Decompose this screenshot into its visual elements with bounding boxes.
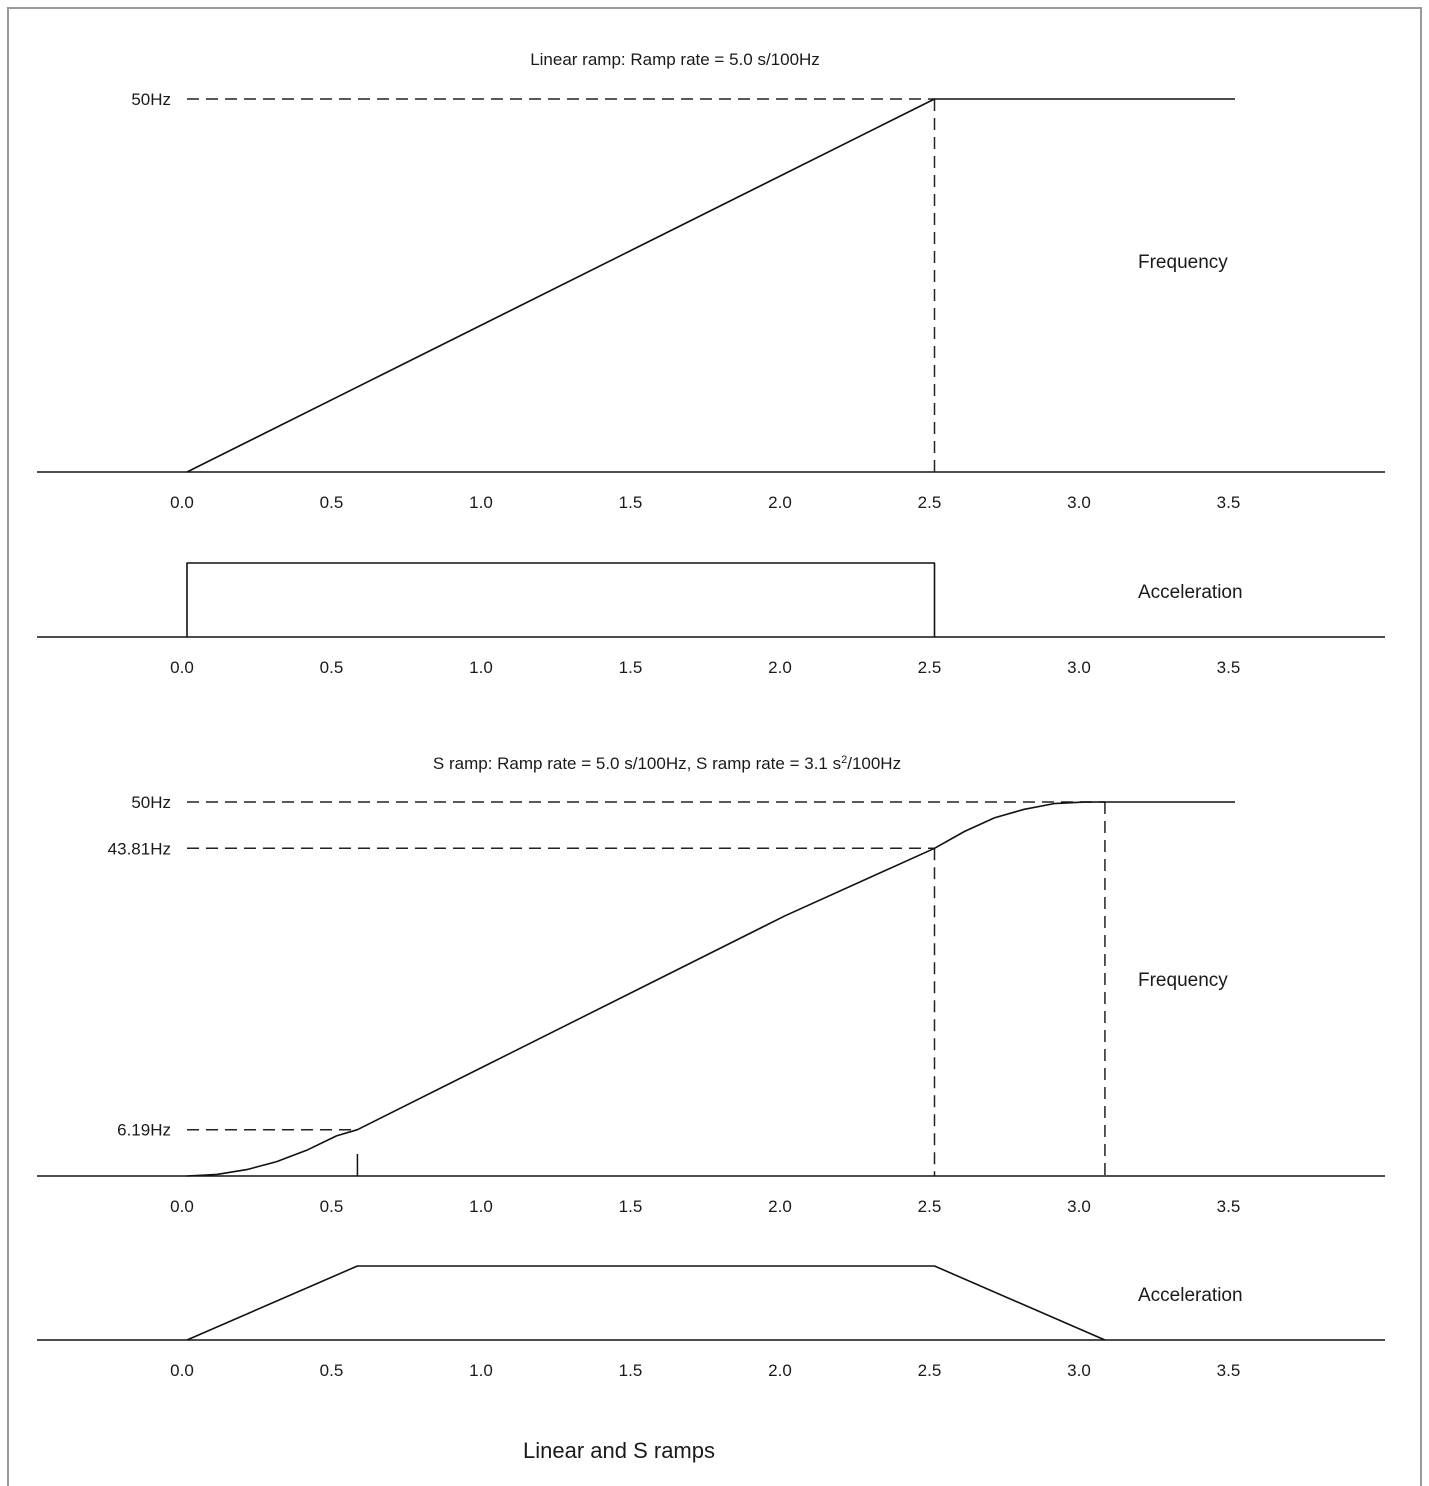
s-frequency-panel: S ramp: Ramp rate = 5.0 s/100Hz, S ramp … [37, 754, 1385, 1216]
series-line [186, 801, 1235, 1177]
chart-title-part: S ramp: Ramp rate = 5.0 s/100Hz, S ramp … [433, 754, 841, 773]
x-tick-label: 1.0 [469, 1361, 493, 1380]
x-tick-label: 3.5 [1217, 1197, 1241, 1216]
y-value-label: 50Hz [131, 793, 171, 812]
x-tick-label: 1.5 [619, 1197, 643, 1216]
x-tick-label: 1.5 [619, 1361, 643, 1380]
figure-frame [7, 7, 1422, 1486]
x-tick-label: 3.5 [1217, 493, 1241, 512]
x-tick-label: 0.0 [170, 1361, 194, 1380]
s-acceleration-panel: 0.0 0.5 1.0 1.5 2.0 2.5 3.0 3.5 Acceleration [37, 1265, 1385, 1380]
series-line [186, 562, 936, 637]
x-tick-label: 3.0 [1067, 1361, 1091, 1380]
x-tick-label: 3.5 [1217, 1361, 1241, 1380]
linear-frequency-panel: Linear ramp: Ramp rate = 5.0 s/100Hz 0.0 0… [37, 50, 1385, 512]
series-line [186, 1265, 1106, 1341]
chart-title: S ramp: Ramp rate = 5.0 s/100Hz, S ramp … [433, 754, 901, 773]
series-label: Acceleration [1138, 1285, 1243, 1306]
figure-caption: Linear and S ramps [523, 1438, 715, 1463]
series-label: Frequency [1138, 970, 1228, 991]
chart-title: Linear ramp: Ramp rate = 5.0 s/100Hz [530, 50, 820, 69]
series-label: Acceleration [1138, 582, 1243, 603]
x-tick-label: 1.5 [619, 658, 643, 677]
x-tick-label: 0.5 [320, 493, 344, 512]
x-tick-label: 1.0 [469, 493, 493, 512]
x-tick-label: 1.5 [619, 493, 643, 512]
x-tick-label: 1.0 [469, 658, 493, 677]
x-tick-label: 2.0 [768, 1197, 792, 1216]
series-line [186, 98, 1235, 473]
series-label: Frequency [1138, 252, 1228, 273]
x-tick-label: 3.0 [1067, 658, 1091, 677]
x-tick-label: 3.0 [1067, 1197, 1091, 1216]
x-tick-label: 1.0 [469, 1197, 493, 1216]
x-tick-label: 2.0 [768, 658, 792, 677]
x-tick-label: 2.5 [918, 658, 942, 677]
y-value-label: 50Hz [131, 90, 171, 109]
x-tick-label: 2.0 [768, 1361, 792, 1380]
y-value-label: 6.19Hz [117, 1121, 171, 1140]
x-tick-label: 2.0 [768, 493, 792, 512]
x-tick-label: 0.0 [170, 1197, 194, 1216]
chart-title-part: /100Hz [847, 754, 901, 773]
chart-title-superscript: 2 [841, 754, 847, 766]
x-tick-label: 0.5 [320, 1197, 344, 1216]
x-tick-label: 3.5 [1217, 658, 1241, 677]
x-tick-label: 2.5 [918, 493, 942, 512]
x-tick-label: 0.0 [170, 493, 194, 512]
x-tick-label: 2.5 [918, 1361, 942, 1380]
x-tick-label: 0.5 [320, 1361, 344, 1380]
x-tick-label: 2.5 [918, 1197, 942, 1216]
linear-acceleration-panel: 0.0 0.5 1.0 1.5 2.0 2.5 3.0 3.5 Acceleration [37, 562, 1385, 677]
x-tick-label: 3.0 [1067, 493, 1091, 512]
y-value-label: 43.81Hz [108, 839, 171, 858]
x-tick-label: 0.5 [320, 658, 344, 677]
x-tick-label: 0.0 [170, 658, 194, 677]
